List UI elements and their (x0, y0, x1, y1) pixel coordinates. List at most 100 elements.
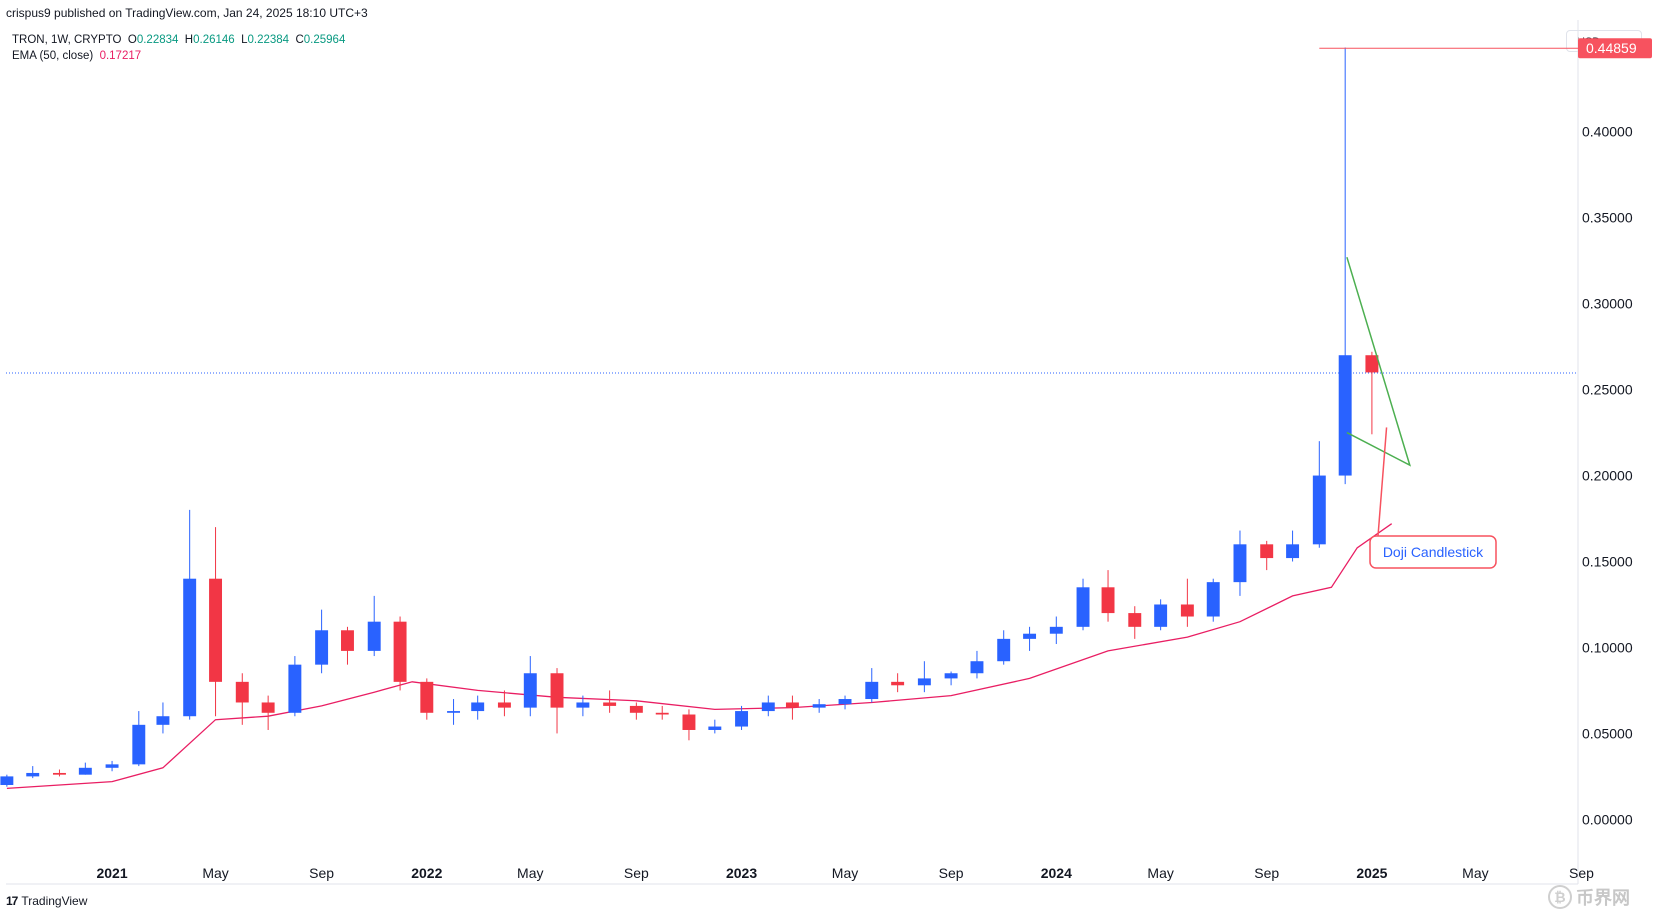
candle-body (576, 702, 590, 708)
x-tick-label: Sep (309, 865, 334, 881)
candle-body (447, 711, 461, 713)
candle-body (1023, 633, 1037, 639)
candle (1312, 441, 1326, 548)
candle-body (970, 661, 984, 674)
ema-label[interactable]: EMA (50, close) (12, 50, 94, 62)
candle-body (1154, 604, 1168, 627)
candle-body (1338, 355, 1352, 476)
y-tick-label: 0.15000 (1582, 554, 1633, 570)
legend-ema-row: EMA (50, close) 0.17217 (12, 48, 345, 64)
candle (1365, 351, 1379, 435)
candle-body (655, 712, 669, 715)
currency-button[interactable]: USD (1566, 30, 1642, 52)
candle-body (838, 699, 852, 705)
candle-body (812, 704, 826, 708)
candle-body (1260, 544, 1274, 559)
candle-body (603, 702, 617, 706)
y-tick-label: 0.25000 (1582, 382, 1633, 398)
candle-body (1049, 626, 1063, 634)
close-value: 0.25964 (303, 34, 346, 46)
candle (735, 705, 749, 730)
y-tick-label: 0.35000 (1582, 210, 1633, 226)
candle (1154, 599, 1168, 631)
x-tick-label: 2022 (411, 865, 442, 881)
candle-body (1128, 613, 1142, 627)
x-tick-label: Sep (1569, 865, 1594, 881)
candle-body (26, 772, 40, 777)
y-tick-label: 0.40000 (1582, 124, 1633, 140)
candle (865, 668, 879, 703)
annotation-box (1369, 535, 1497, 569)
candle (1260, 540, 1274, 571)
candle-body (78, 767, 92, 775)
candle-body (1286, 544, 1300, 559)
legend-ohlc-row: TRON, 1W, CRYPTO O0.22834 H0.26146 L0.22… (12, 32, 345, 48)
tradingview-logo-icon: 17 (6, 894, 18, 908)
x-tick-label: May (832, 865, 858, 881)
candle-body (132, 724, 146, 765)
x-tick-label: May (202, 865, 228, 881)
candle (1233, 530, 1247, 596)
candle (838, 695, 852, 710)
candle (235, 673, 249, 725)
candle (891, 673, 905, 693)
candle-body (156, 716, 170, 725)
candle (682, 709, 696, 741)
annotation-label: Doji Candlestick (1383, 544, 1484, 560)
candle (288, 656, 302, 717)
candle-body (1206, 582, 1220, 617)
candle-body (1233, 544, 1247, 583)
low-label: L (241, 34, 248, 46)
triangle-pattern (1346, 256, 1412, 467)
candle (471, 695, 485, 720)
candle-body (52, 772, 66, 775)
candle-body (761, 702, 775, 712)
candle-body (1101, 587, 1115, 614)
y-tick-label: 0.30000 (1582, 296, 1633, 312)
candle (655, 705, 669, 720)
bitcoin-coin-icon: ₿ (1548, 885, 1572, 909)
candle-body (735, 711, 749, 727)
candle (183, 509, 197, 720)
high-label: H (184, 34, 194, 46)
tradingview-brand[interactable]: 17 TradingView (6, 894, 87, 908)
candle (1338, 47, 1352, 485)
x-tick-label: 2021 (96, 865, 127, 881)
candle (761, 695, 775, 717)
symbol-label[interactable]: TRON, 1W, CRYPTO (12, 34, 122, 46)
candle-body (682, 714, 696, 730)
watermark: ₿ 币界网 (1548, 882, 1648, 912)
x-tick-label: May (1462, 865, 1488, 881)
chart-legend: TRON, 1W, CRYPTO O0.22834 H0.26146 L0.22… (12, 32, 345, 64)
candle-body (1076, 587, 1090, 627)
ema-line (6, 523, 1393, 790)
candle (812, 699, 826, 713)
candle (367, 595, 381, 657)
candle-body (1365, 355, 1379, 373)
y-tick-label: 0.20000 (1582, 468, 1633, 484)
candle (156, 702, 170, 734)
x-tick-label: May (517, 865, 543, 881)
candle (52, 769, 66, 777)
candle-body (235, 681, 249, 703)
candle (497, 690, 511, 717)
candle-body (471, 702, 485, 712)
candle (209, 527, 223, 717)
candle (341, 626, 354, 665)
x-tick-label: Sep (1254, 865, 1279, 881)
candle (997, 630, 1011, 665)
candle (1128, 606, 1142, 639)
candle-body (341, 630, 354, 651)
candle-body (865, 681, 879, 700)
candle-body (393, 621, 407, 682)
candle (629, 702, 643, 720)
candle (393, 616, 407, 691)
candle (0, 774, 14, 787)
candle-body (891, 681, 905, 686)
candle (420, 678, 434, 720)
candle (785, 695, 799, 720)
candle-body (105, 764, 119, 768)
x-tick-label: 2024 (1041, 865, 1072, 881)
candle (603, 690, 617, 713)
